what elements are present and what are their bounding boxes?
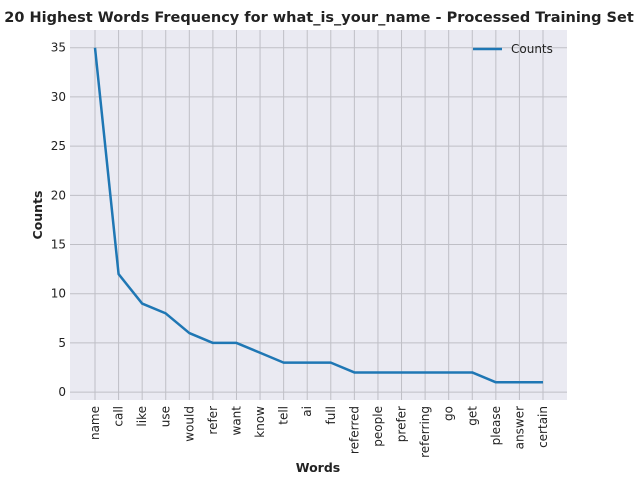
- x-tick-label: use: [159, 406, 173, 427]
- grid-lines: [70, 30, 567, 400]
- y-tick-label: 10: [51, 287, 66, 301]
- x-tick-label: know: [253, 406, 267, 438]
- x-tick-label: like: [135, 406, 149, 427]
- x-tick-label: please: [489, 406, 503, 445]
- legend-label-counts: Counts: [511, 42, 553, 56]
- x-tick-label: refer: [206, 406, 220, 435]
- x-tick-label: answer: [512, 406, 526, 449]
- x-tick-label: tell: [277, 406, 291, 425]
- x-tick-label: referring: [418, 406, 432, 458]
- y-tick-label: 35: [51, 41, 66, 55]
- x-tick-label: referred: [347, 406, 361, 454]
- x-tick-label: get: [465, 406, 479, 426]
- x-axis-label: Words: [296, 460, 340, 475]
- y-tick-label: 20: [51, 188, 66, 202]
- legend: Counts: [473, 42, 553, 56]
- plot-area: [70, 30, 567, 400]
- x-tick-label: call: [112, 406, 126, 427]
- y-tick-label: 15: [51, 238, 66, 252]
- x-tick-label: ai: [300, 406, 314, 417]
- x-tick-label: name: [88, 406, 102, 440]
- chart-title: 20 Highest Words Frequency for what_is_y…: [4, 10, 634, 26]
- x-tick-label: full: [324, 406, 338, 425]
- y-tick-label: 0: [58, 385, 66, 399]
- x-tick-label: prefer: [395, 406, 409, 442]
- x-tick-label: would: [182, 406, 196, 442]
- x-tick-label: certain: [536, 406, 550, 448]
- x-tick-label: want: [229, 406, 243, 436]
- y-axis-label: Counts: [30, 191, 45, 240]
- y-tick-label: 5: [58, 336, 66, 350]
- x-tick-label: go: [442, 406, 456, 421]
- y-tick-label: 25: [51, 139, 66, 153]
- x-axis-ticks: name call like use would refer want know tell ai f…: [88, 406, 550, 458]
- series-line-counts: [93, 47, 543, 384]
- y-tick-label: 30: [51, 90, 66, 104]
- x-tick-label: people: [371, 406, 385, 447]
- y-axis-ticks: 0 5 10 15 20 25 30 35: [51, 41, 66, 399]
